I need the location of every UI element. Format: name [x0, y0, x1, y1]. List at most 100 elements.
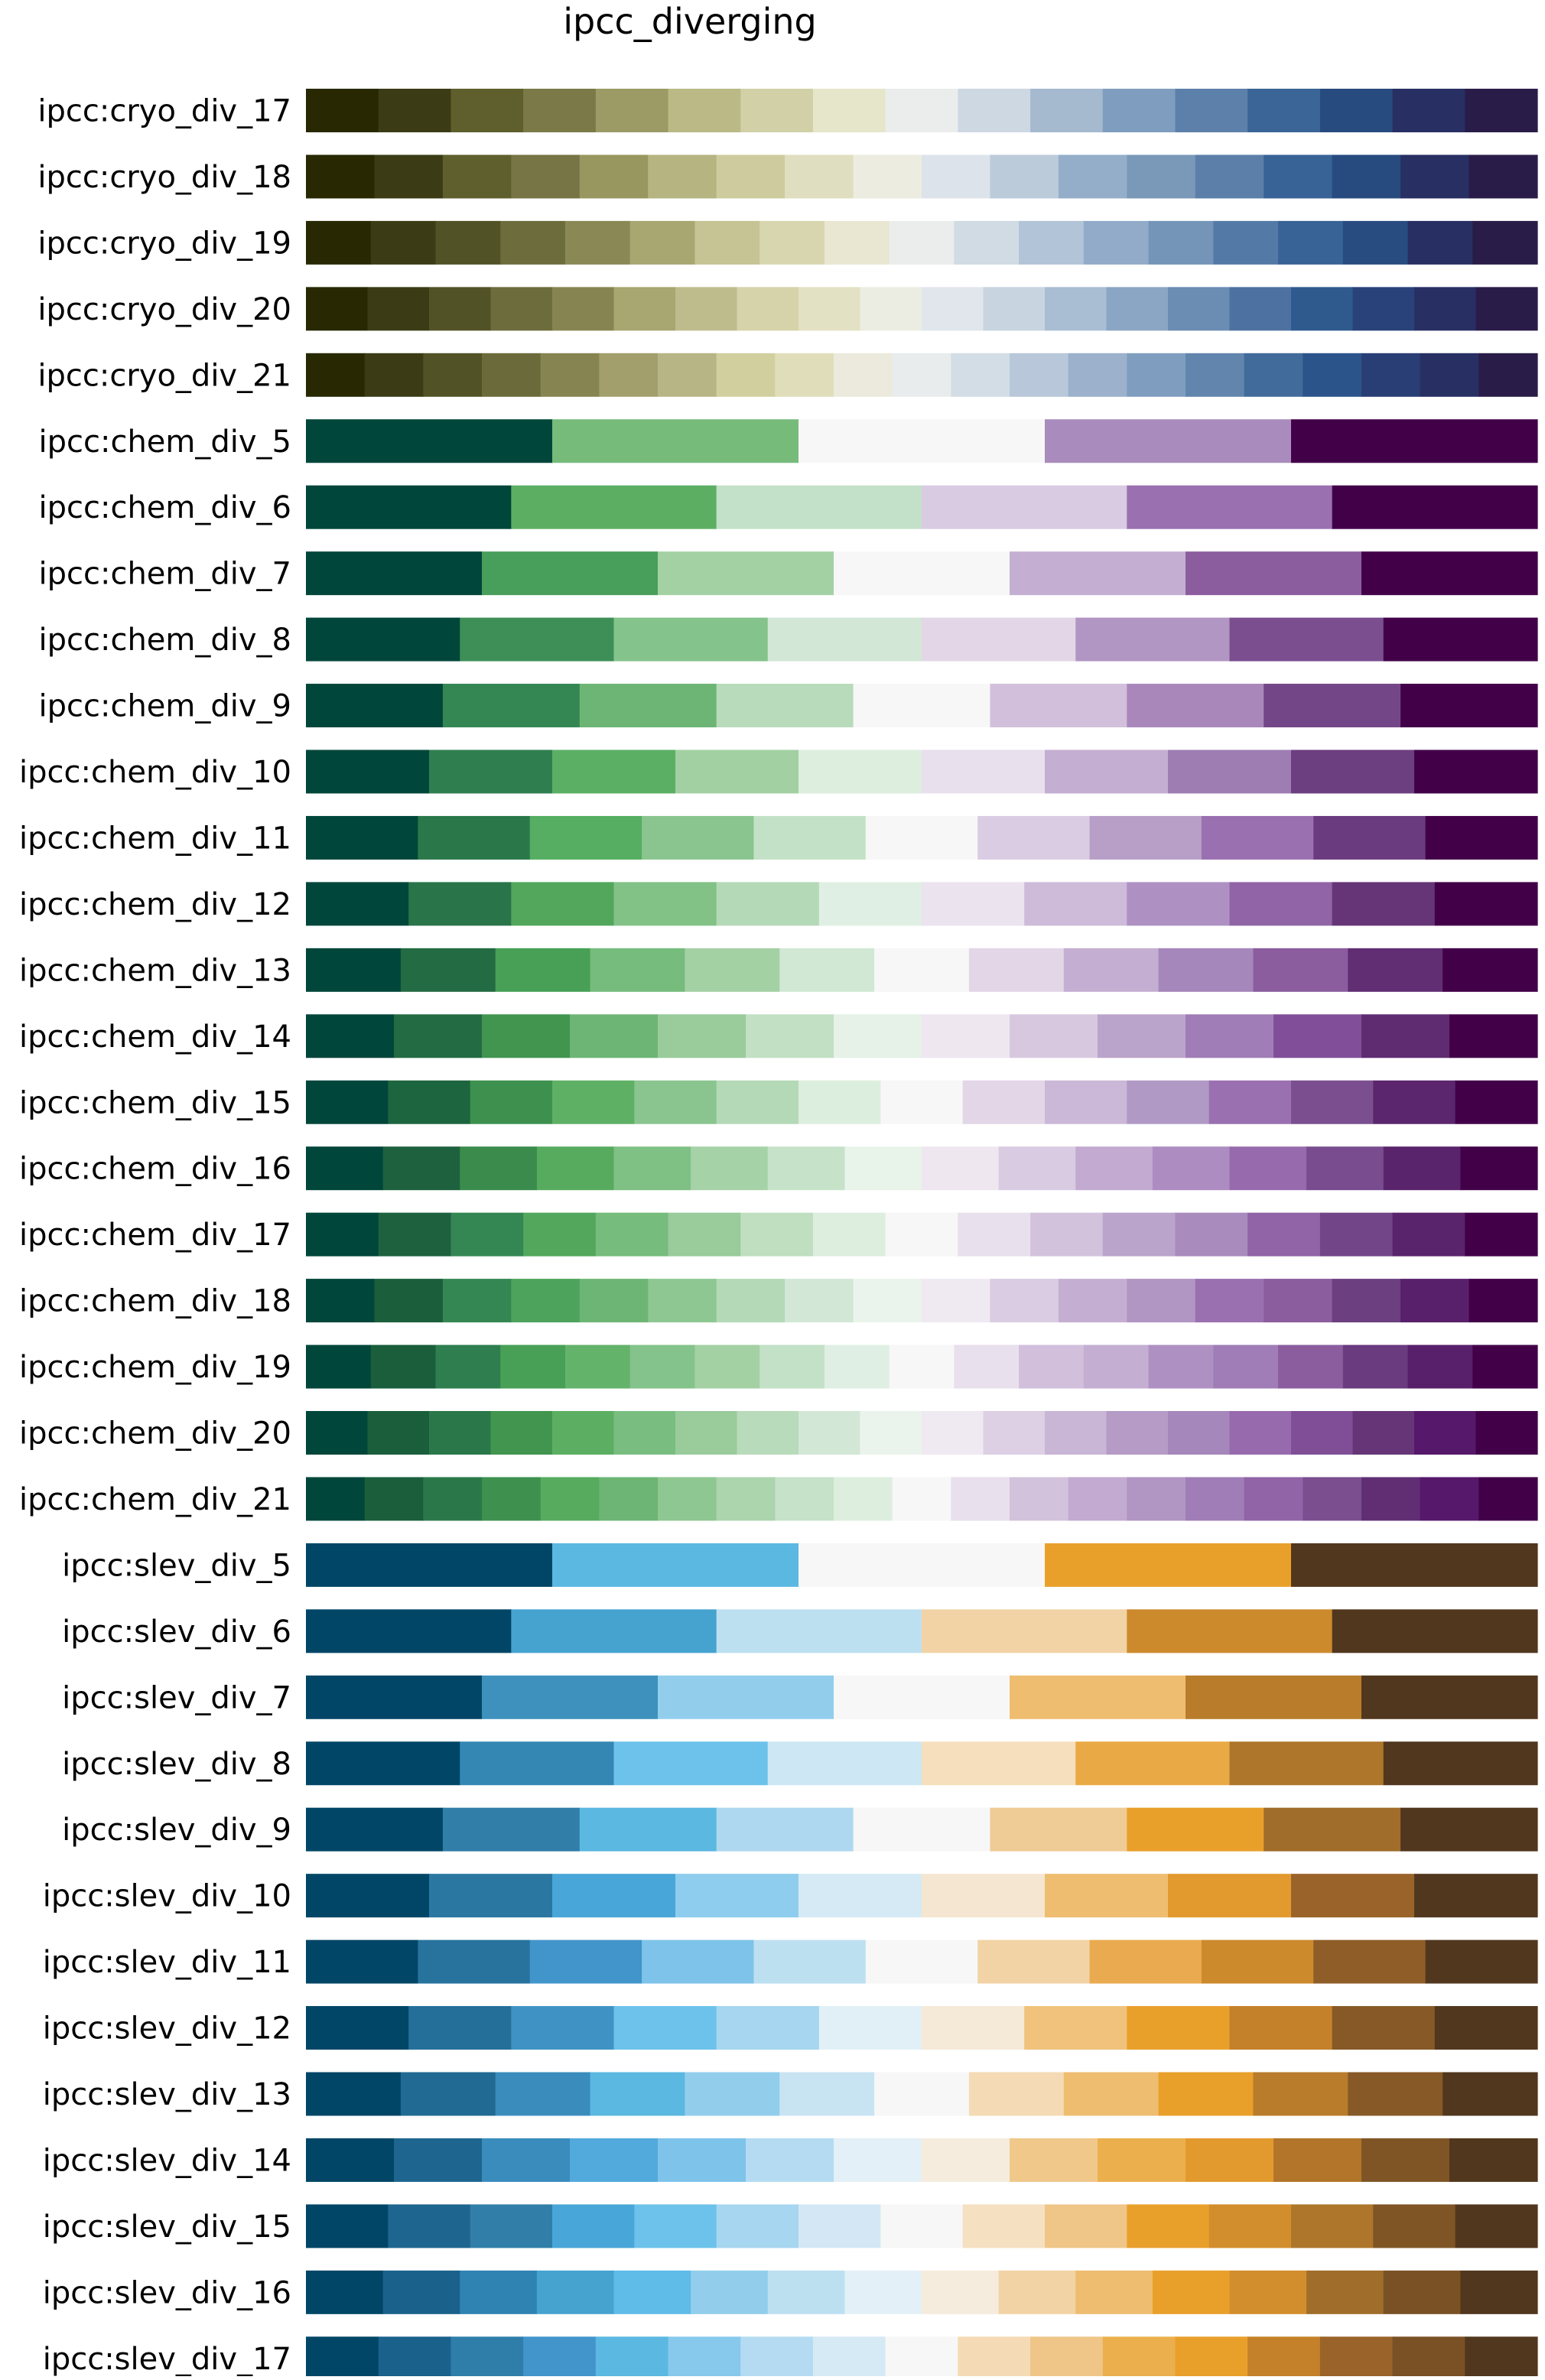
color-swatch [658, 1014, 746, 1058]
color-swatch [812, 89, 886, 132]
color-swatch [954, 220, 1020, 265]
color-swatch [1229, 1411, 1292, 1455]
color-swatch [1414, 287, 1477, 331]
color-swatch [388, 1080, 471, 1124]
color-swatch [1373, 2204, 1456, 2248]
palette-row: ipcc:chem_div_8 [38, 617, 1538, 662]
color-swatch [442, 1807, 581, 1852]
color-swatch [378, 89, 452, 132]
color-swatch [460, 617, 615, 662]
color-swatch [767, 1741, 922, 1786]
color-swatch [1127, 882, 1231, 926]
color-swatch [844, 1146, 922, 1191]
color-swatch [552, 1543, 799, 1587]
color-swatch [759, 1344, 825, 1389]
color-swatch [691, 2270, 769, 2314]
color-swatch [874, 2072, 970, 2116]
palette-label: ipcc:chem_div_19 [19, 1350, 291, 1385]
color-swatch [691, 1146, 769, 1191]
color-swatch [306, 749, 430, 794]
color-swatch [990, 1279, 1059, 1323]
color-swatch [1247, 89, 1321, 132]
color-swatch [1127, 1477, 1186, 1521]
color-swatch [990, 154, 1059, 199]
palette-label: ipcc:slev_div_6 [62, 1614, 291, 1650]
color-swatch [1332, 1609, 1538, 1653]
palette-row: ipcc:slev_div_5 [62, 1543, 1538, 1587]
color-swatch [675, 749, 799, 794]
color-swatch [716, 1609, 922, 1653]
color-swatch [1400, 1279, 1470, 1323]
color-swatch [834, 1477, 893, 1521]
palette-label: ipcc:chem_div_18 [19, 1284, 291, 1319]
color-swatch [378, 1212, 452, 1257]
palette-label: ipcc:chem_div_20 [19, 1416, 291, 1452]
palette-rows: ipcc:cryo_div_17 ipcc:cryo_div_18 ipcc:cry… [19, 89, 1538, 2380]
color-swatch [1291, 1874, 1415, 1918]
color-swatch [1068, 353, 1127, 397]
color-swatch [1348, 2072, 1443, 2116]
color-swatch [1291, 419, 1538, 463]
color-swatch [740, 2336, 814, 2380]
color-swatch [1244, 353, 1303, 397]
color-swatch [737, 1411, 799, 1455]
color-swatch [922, 882, 1025, 926]
palette-label: ipcc:slev_div_9 [62, 1813, 291, 1848]
color-swatch [613, 1411, 676, 1455]
color-swatch [775, 1477, 834, 1521]
color-swatch [658, 2138, 746, 2182]
color-swatch [613, 617, 769, 662]
color-swatch [1373, 1080, 1456, 1124]
palette-row: ipcc:chem_div_15 [19, 1080, 1538, 1124]
color-swatch [1030, 1212, 1104, 1257]
color-swatch [1075, 1741, 1231, 1786]
color-swatch [658, 551, 834, 596]
color-swatch [1089, 815, 1202, 860]
color-swatch [1152, 2270, 1231, 2314]
color-swatch [1229, 1146, 1307, 1191]
palette-row: ipcc:cryo_div_17 [37, 89, 1538, 132]
color-swatch [1019, 220, 1085, 265]
color-swatch [564, 1344, 631, 1389]
color-swatch [1045, 1080, 1127, 1124]
color-swatch [1264, 684, 1401, 728]
color-swatch [668, 2336, 741, 2380]
color-swatch [1383, 2270, 1461, 2314]
color-swatch [382, 1146, 460, 1191]
color-swatch [450, 2336, 524, 2380]
color-swatch [511, 154, 581, 199]
color-swatch [1229, 1741, 1384, 1786]
color-swatch [552, 419, 799, 463]
color-swatch [1407, 1344, 1473, 1389]
color-swatch [1045, 1411, 1108, 1455]
color-swatch [370, 1344, 437, 1389]
color-swatch [595, 1212, 669, 1257]
color-swatch [865, 815, 978, 860]
color-swatch [460, 1146, 538, 1191]
color-swatch [685, 948, 780, 992]
color-swatch [668, 1212, 741, 1257]
color-swatch [1168, 1874, 1292, 1918]
color-swatch [834, 1675, 1010, 1719]
palette-row: ipcc:chem_div_12 [19, 882, 1538, 926]
color-swatch [1098, 2138, 1186, 2182]
color-swatch [1465, 89, 1538, 132]
color-swatch [922, 1146, 1000, 1191]
color-swatch [1201, 1939, 1314, 1984]
color-swatch [1278, 1344, 1344, 1389]
palette-label: ipcc:chem_div_14 [19, 1019, 291, 1055]
palette-row: ipcc:slev_div_16 [43, 2270, 1538, 2314]
color-swatch [613, 1741, 769, 1786]
color-swatch [1383, 1146, 1461, 1191]
color-swatch [1186, 1477, 1245, 1521]
color-swatch [779, 948, 875, 992]
color-swatch [1045, 419, 1292, 463]
color-swatch [648, 154, 717, 199]
color-swatch [306, 1543, 553, 1587]
color-swatch [799, 2204, 881, 2248]
color-swatch [799, 749, 922, 794]
color-swatch [1420, 1477, 1479, 1521]
color-swatch [482, 2138, 571, 2182]
palette-row: ipcc:slev_div_12 [43, 2006, 1538, 2050]
